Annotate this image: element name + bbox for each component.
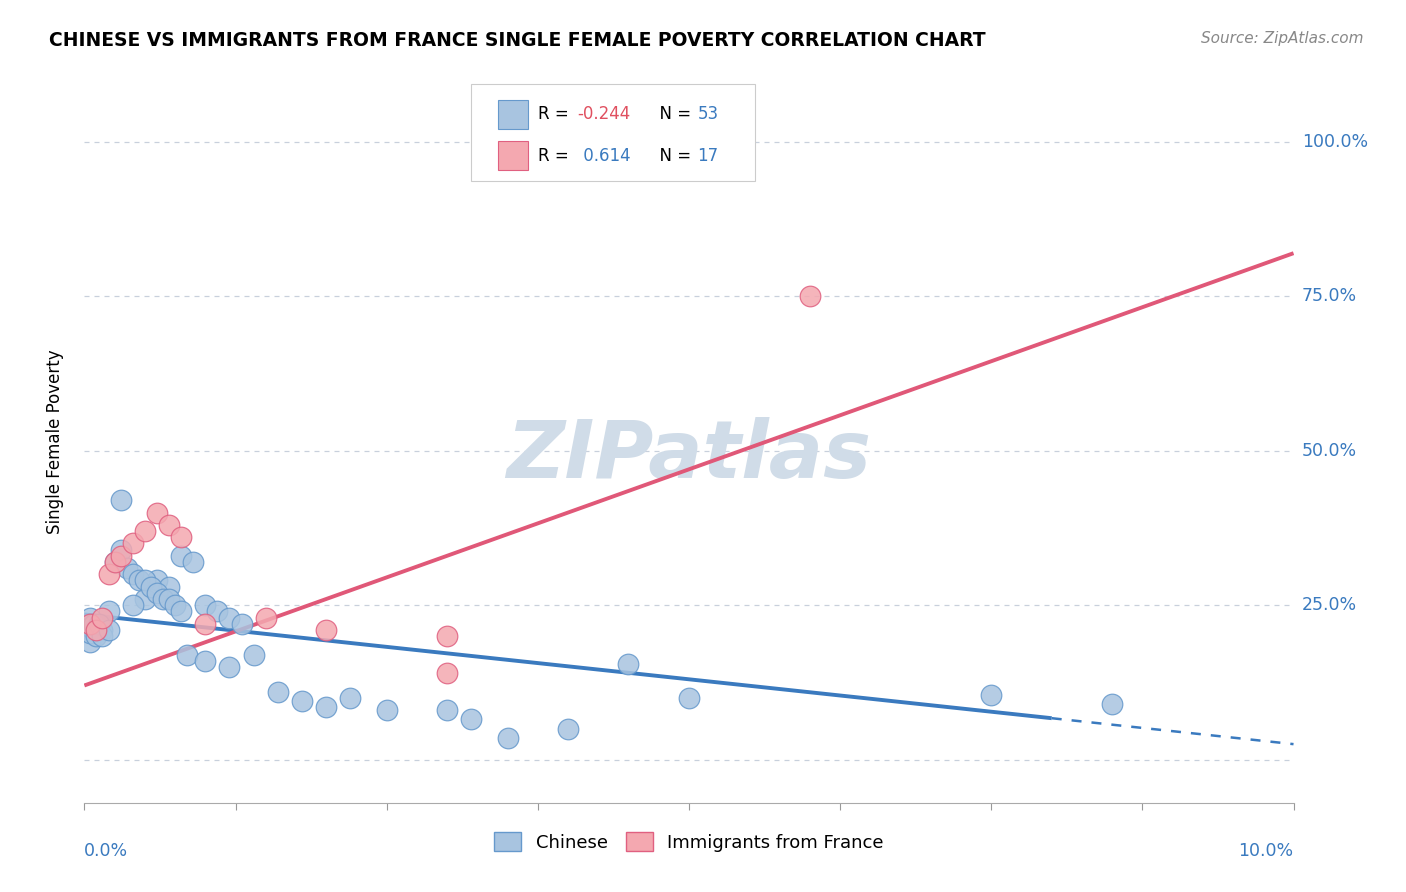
Point [115,561,138,575]
Text: 75.0%: 75.0% [1302,287,1357,305]
Point [79,635,101,649]
Point [97,604,120,618]
Point [267,684,290,698]
Point [170,530,193,544]
Text: R =: R = [538,147,574,165]
Point [86,629,108,643]
Legend: Chinese, Immigrants from France: Chinese, Immigrants from France [486,825,891,859]
Point [110,493,132,508]
Y-axis label: Single Female Poverty: Single Female Poverty [45,350,63,533]
Point [86,623,108,637]
Point [218,610,240,624]
Point [980,688,1002,702]
Point [79,626,101,640]
Text: N =: N = [650,105,696,123]
Point [157,517,180,532]
Text: 53: 53 [697,105,718,123]
Point [1101,697,1123,711]
Point [181,555,204,569]
Text: ZIPatlas: ZIPatlas [506,417,872,495]
Point [436,629,458,643]
Point [134,574,156,588]
Point [91,629,114,643]
Point [557,722,579,736]
Point [121,598,143,612]
Point [121,536,143,550]
Point [91,610,114,624]
Point [231,616,253,631]
Point [194,654,217,668]
Text: 0.614: 0.614 [578,147,630,165]
Text: 25.0%: 25.0% [1302,596,1357,615]
Point [86,616,108,631]
Point [339,690,361,705]
Point [254,610,277,624]
Point [97,567,120,582]
Point [799,289,821,303]
Point [110,542,132,557]
Point [291,694,314,708]
Point [152,592,174,607]
FancyBboxPatch shape [471,84,755,181]
Text: R =: R = [538,105,574,123]
Point [79,616,101,631]
Point [218,660,240,674]
Point [110,549,132,563]
Point [134,524,156,538]
FancyBboxPatch shape [498,100,529,128]
Point [146,586,169,600]
Point [315,623,337,637]
Text: -0.244: -0.244 [578,105,631,123]
Point [157,592,180,607]
Point [157,580,180,594]
Text: N =: N = [650,147,696,165]
Point [207,604,229,618]
Point [104,555,127,569]
Point [194,598,217,612]
Text: 100.0%: 100.0% [1302,133,1368,151]
Point [139,580,162,594]
Text: 10.0%: 10.0% [1239,842,1294,860]
Point [242,648,264,662]
Point [146,506,169,520]
Point [170,604,193,618]
Text: CHINESE VS IMMIGRANTS FROM FRANCE SINGLE FEMALE POVERTY CORRELATION CHART: CHINESE VS IMMIGRANTS FROM FRANCE SINGLE… [49,31,986,50]
Text: 50.0%: 50.0% [1302,442,1357,459]
Point [375,703,398,717]
Point [128,574,150,588]
Point [134,592,156,607]
Point [83,616,105,631]
Point [617,657,640,671]
Point [170,549,193,563]
Point [104,555,127,569]
Text: 17: 17 [697,147,718,165]
FancyBboxPatch shape [498,142,529,170]
Point [79,620,101,634]
Point [165,598,187,612]
Point [176,648,198,662]
Point [436,666,458,681]
Point [79,623,101,637]
Point [678,690,700,705]
Text: Source: ZipAtlas.com: Source: ZipAtlas.com [1201,31,1364,46]
Point [315,700,337,714]
Point [87,616,110,631]
Point [79,610,101,624]
Point [91,623,114,637]
Point [146,574,169,588]
Point [121,567,143,582]
Point [97,623,120,637]
Point [460,713,482,727]
Point [496,731,519,745]
Point [194,616,217,631]
Text: 0.0%: 0.0% [84,842,128,860]
Point [436,703,458,717]
